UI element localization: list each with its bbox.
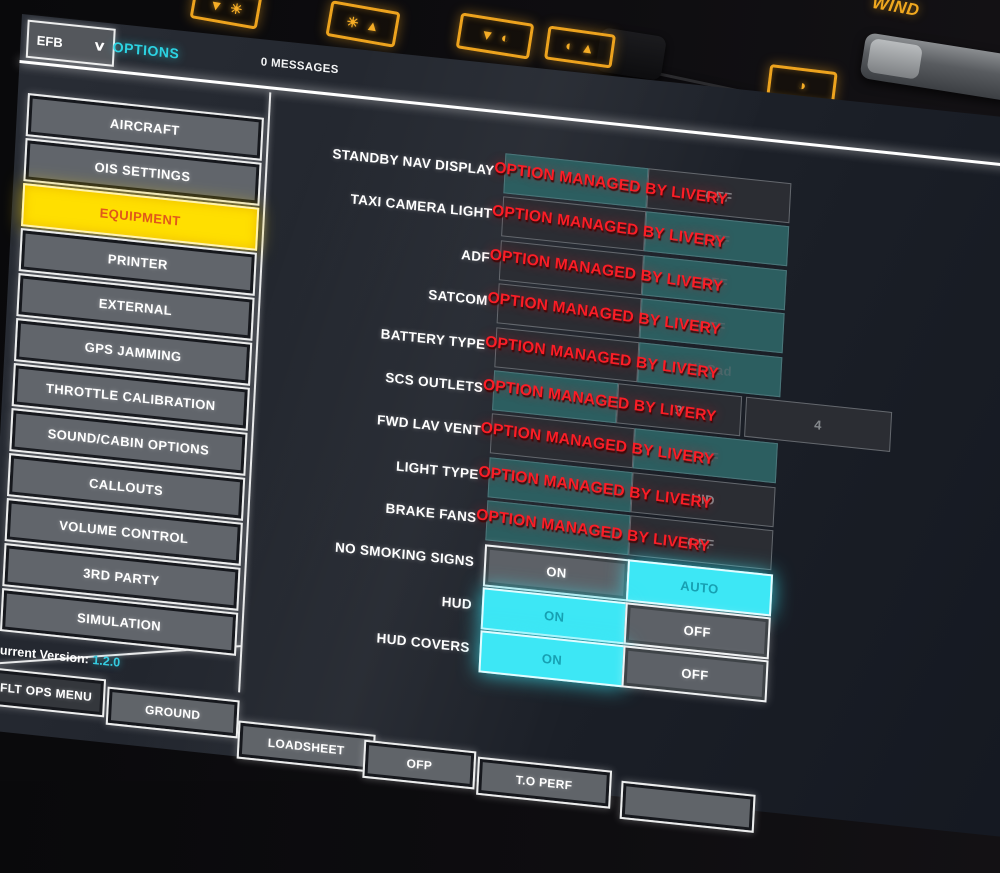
dim-down-icon-glyph: ◐	[499, 29, 511, 47]
efb-screen: EFB ∨ OPTIONS 0 MESSAGES AIRCRAFT OIS SET…	[0, 14, 1000, 851]
page-title: OPTIONS	[112, 38, 180, 62]
efb-menu-dropdown[interactable]: EFB ∨	[25, 19, 116, 67]
tab-loadsheet[interactable]: LOADSHEET	[236, 720, 376, 773]
bezel-slider-cap	[866, 38, 924, 80]
efb-label: EFB	[36, 32, 64, 50]
dim-down-icon-glyph: ▼	[479, 25, 496, 44]
dim-up-icon-glyph: ◐	[564, 37, 575, 55]
brightness-down-icon-glyph: ☀	[228, 0, 244, 18]
brightness-up-icon[interactable]: ☀ ▲	[325, 0, 401, 48]
cockpit-background: WIND ▼ ☀ ☀ ▲ ▼ ◐ ◐ ▲ ◑ EFB ∨ OPTIONS 0 MESSAGES …	[0, 0, 1000, 781]
brightness-down-icon[interactable]: ▼ ☀	[189, 0, 263, 30]
wind-placard: WIND	[870, 0, 922, 21]
tab-ground[interactable]: GROUND	[105, 686, 240, 739]
brightness-up-icon-glyph: ▲	[364, 16, 381, 35]
brightness-up-icon-glyph: ☀	[345, 13, 361, 32]
dim-up-icon-glyph: ▲	[579, 39, 596, 57]
tab-t-o-perf[interactable]: T.O PERF	[476, 756, 613, 809]
tab-flt-ops-menu[interactable]: FLT OPS MENU	[0, 667, 107, 718]
version-value: 1.2.0	[92, 652, 121, 670]
messages-count[interactable]: 0 MESSAGES	[260, 56, 339, 77]
bezel-slider[interactable]	[859, 32, 1000, 102]
chevron-down-icon: ∨	[92, 37, 108, 55]
version-text: Current Version: 1.2.0	[0, 642, 121, 670]
display-power-icon-glyph: ◑	[796, 76, 808, 93]
brightness-down-icon-glyph: ▼	[208, 0, 225, 15]
dim-down-icon[interactable]: ▼ ◐	[455, 12, 535, 60]
tab-blank[interactable]	[619, 780, 756, 833]
tab-ofp[interactable]: OFP	[362, 739, 477, 790]
